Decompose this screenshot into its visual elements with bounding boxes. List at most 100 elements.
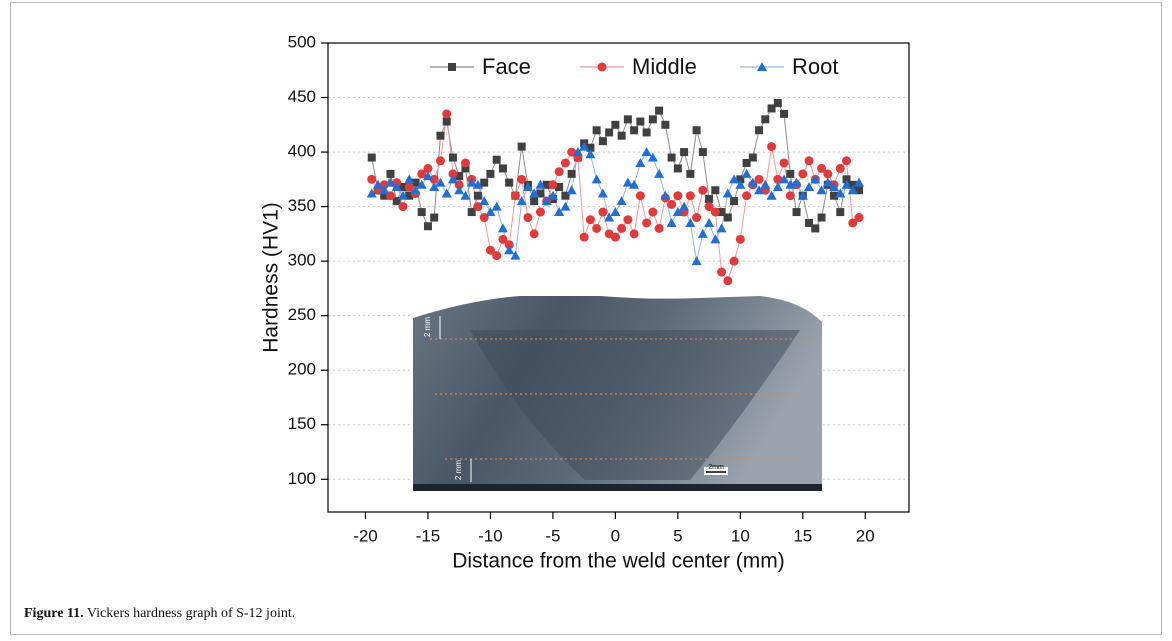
data-point	[736, 175, 745, 184]
data-point	[480, 178, 489, 187]
data-point	[561, 191, 570, 200]
data-point	[560, 201, 571, 211]
data-point	[741, 168, 752, 178]
data-point	[398, 182, 407, 191]
data-point	[692, 213, 702, 223]
data-point	[597, 188, 608, 198]
data-point	[466, 177, 477, 187]
data-point	[804, 156, 814, 166]
data-point	[429, 181, 440, 191]
data-point	[635, 191, 645, 201]
data-point	[448, 153, 457, 162]
y-tick-label: 100	[288, 469, 316, 488]
data-point	[366, 188, 377, 198]
data-point	[755, 126, 764, 135]
data-point	[572, 147, 583, 157]
data-point	[386, 169, 395, 178]
data-point	[605, 128, 614, 137]
y-tick-label: 200	[288, 360, 316, 379]
data-point	[560, 158, 570, 168]
data-point	[685, 191, 695, 201]
data-point	[535, 179, 546, 189]
x-tick-label: 0	[611, 526, 620, 545]
data-point	[754, 174, 764, 184]
data-point	[848, 218, 858, 228]
data-point	[642, 128, 651, 137]
y-tick-label: 450	[288, 87, 316, 106]
data-point	[535, 207, 545, 217]
data-point	[522, 181, 533, 191]
data-point	[404, 174, 415, 184]
data-point	[392, 197, 401, 206]
data-point	[442, 117, 451, 126]
data-point	[842, 156, 852, 166]
data-point	[705, 194, 714, 203]
data-point	[854, 213, 864, 223]
data-point	[691, 256, 702, 266]
data-point	[391, 181, 402, 191]
data-point	[655, 106, 664, 115]
data-point	[747, 177, 758, 187]
data-point	[529, 188, 540, 198]
data-point	[479, 196, 490, 206]
y-tick-label: 150	[288, 414, 316, 433]
data-point	[498, 164, 507, 173]
data-point	[623, 115, 632, 124]
data-point	[598, 137, 607, 146]
data-point	[830, 191, 839, 200]
figure-frame	[10, 2, 1162, 635]
plot-frame	[327, 42, 910, 513]
data-point	[461, 164, 470, 173]
data-point	[498, 234, 508, 244]
data-point	[429, 174, 439, 184]
data-point	[805, 218, 814, 227]
inset-annotation: 2 mm	[454, 460, 463, 480]
y-tick-label: 300	[288, 251, 316, 270]
data-point	[680, 148, 689, 157]
data-point	[566, 185, 577, 195]
data-point	[441, 188, 452, 198]
data-point	[641, 147, 652, 157]
data-point	[567, 169, 576, 178]
data-point	[786, 169, 795, 178]
figure-caption: Figure 11. Vickers hardness graph of S-1…	[24, 606, 295, 622]
data-point	[497, 223, 508, 233]
data-point	[516, 196, 527, 206]
x-tick-label: 20	[856, 526, 875, 545]
data-point	[842, 175, 851, 184]
data-point	[467, 208, 476, 217]
data-point	[636, 117, 645, 126]
data-point	[773, 98, 782, 107]
data-point	[735, 234, 745, 244]
data-point	[592, 126, 601, 135]
inset-annotation: 2mm	[708, 464, 724, 471]
data-point	[797, 190, 808, 200]
legend-label: Root	[792, 54, 838, 79]
data-point	[405, 191, 414, 200]
data-point	[455, 172, 464, 181]
data-point	[460, 158, 470, 168]
data-point	[716, 223, 727, 233]
data-point	[648, 115, 657, 124]
data-point	[761, 115, 770, 124]
data-point	[810, 174, 821, 184]
data-point	[791, 177, 802, 187]
data-point	[711, 186, 720, 195]
data-point	[510, 191, 520, 201]
data-point	[410, 185, 421, 195]
data-point	[505, 178, 514, 187]
data-point	[735, 179, 746, 189]
data-point	[685, 217, 696, 227]
data-point	[722, 188, 733, 198]
data-point	[660, 190, 671, 200]
data-point	[617, 223, 627, 233]
data-point	[847, 185, 858, 195]
data-point	[585, 149, 596, 159]
data-point	[822, 177, 833, 187]
data-point	[542, 180, 551, 189]
data-point	[629, 229, 639, 239]
data-point	[492, 251, 502, 261]
data-point	[436, 131, 445, 140]
data-point	[430, 213, 439, 222]
data-point	[423, 222, 432, 231]
